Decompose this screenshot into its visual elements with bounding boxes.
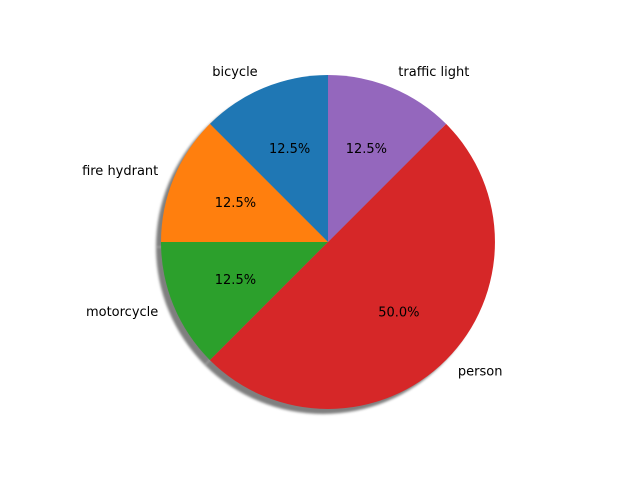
percent-label-person: 50.0% bbox=[378, 305, 419, 320]
pie-labels: bicycle 12.5% fire hydrant 12.5% motorcycle 1… bbox=[82, 65, 502, 380]
slice-traffic-light bbox=[328, 75, 447, 242]
label-bicycle: bicycle bbox=[212, 65, 257, 80]
label-motorcycle: motorcycle bbox=[86, 305, 158, 320]
percent-label-fire-hydrant: 12.5% bbox=[215, 196, 256, 211]
slice-fire-hydrant bbox=[161, 123, 328, 242]
label-person: person bbox=[458, 364, 503, 379]
slice-person bbox=[209, 123, 495, 409]
label-fire-hydrant: fire hydrant bbox=[82, 164, 158, 179]
percent-label-traffic-light: 12.5% bbox=[346, 142, 387, 157]
label-traffic-light: traffic light bbox=[398, 65, 469, 80]
percent-label-bicycle: 12.5% bbox=[269, 142, 310, 157]
pie-slices bbox=[161, 75, 495, 409]
slice-motorcycle bbox=[161, 242, 328, 361]
slice-bicycle bbox=[209, 75, 328, 242]
percent-label-motorcycle: 12.5% bbox=[215, 273, 256, 288]
